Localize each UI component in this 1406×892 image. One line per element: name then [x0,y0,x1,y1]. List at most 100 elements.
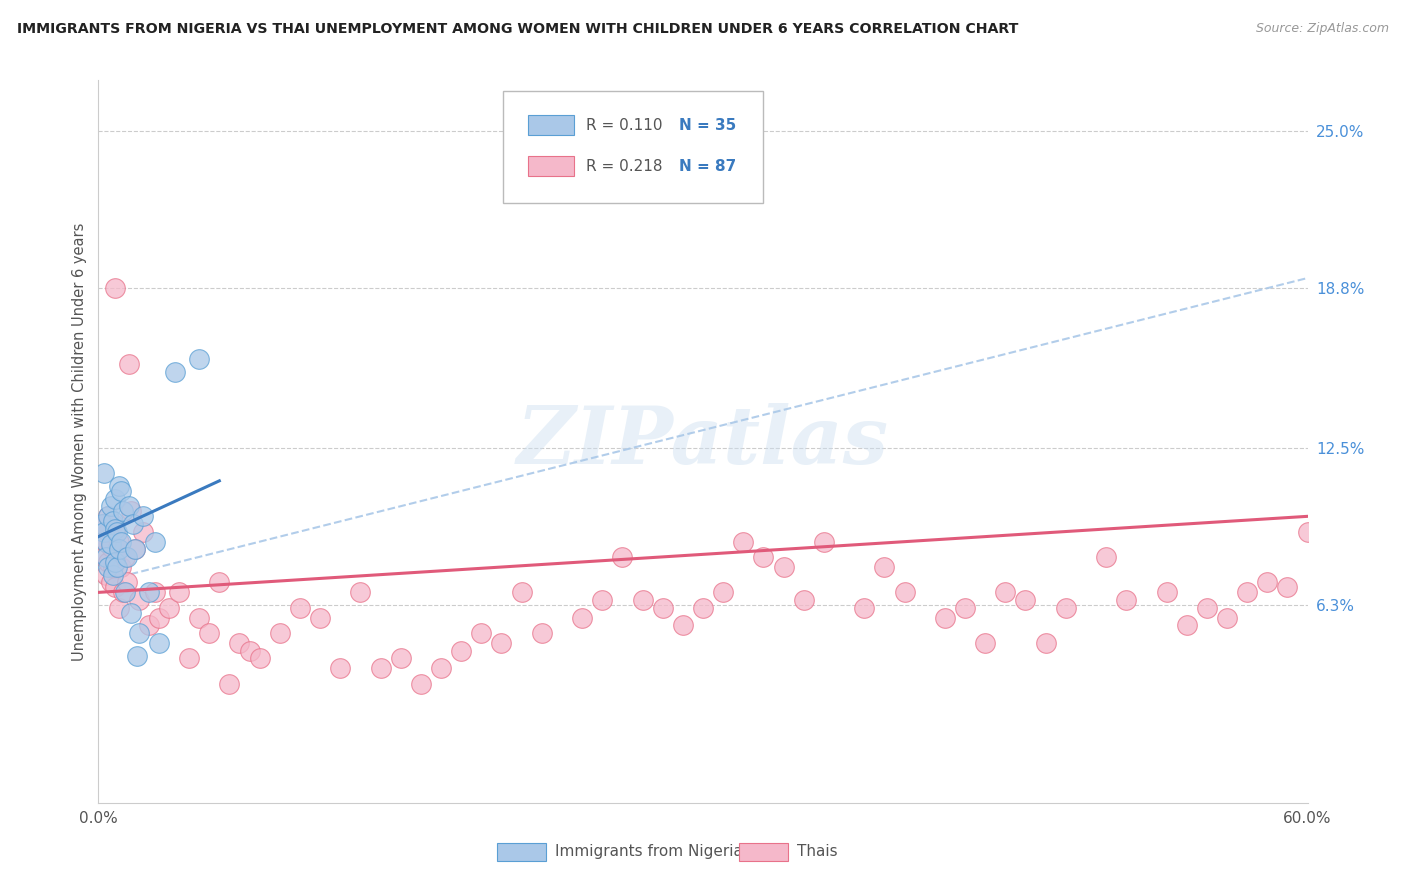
Point [450,643,472,657]
Point [97,509,120,524]
Point [1277,580,1299,594]
Text: R = 0.218: R = 0.218 [586,159,662,174]
Point [101,567,124,582]
Point [1195,600,1218,615]
Point [711,585,734,599]
Point [103,281,125,295]
Point [953,600,976,615]
Point [651,600,673,615]
Point [97,524,120,539]
Point [114,585,136,599]
Point [118,357,141,371]
Point [100,575,122,590]
Point [107,534,129,549]
Point [1236,585,1258,599]
Point [1296,524,1319,539]
Point [114,549,136,564]
Point [128,626,150,640]
Point [430,661,453,675]
Point [752,549,775,564]
Point [239,643,262,657]
Point [96,534,118,549]
Point [198,626,221,640]
Point [103,524,125,539]
Point [974,636,997,650]
Point [101,515,124,529]
Point [873,560,896,574]
Point [1095,549,1118,564]
Point [97,560,120,574]
Point [1175,618,1198,632]
Point [128,593,150,607]
Point [188,352,211,367]
Point [793,593,815,607]
Y-axis label: Unemployment Among Women with Children Under 6 years: Unemployment Among Women with Children U… [72,222,87,661]
Point [288,600,311,615]
Point [100,540,122,554]
Point [111,585,134,599]
Point [118,499,141,513]
Point [163,365,186,379]
Point [672,618,695,632]
Text: R = 0.110: R = 0.110 [586,118,662,133]
Point [103,555,125,569]
Point [96,534,118,549]
Point [491,636,513,650]
Point [218,676,240,690]
Point [143,534,166,549]
Point [103,580,125,594]
Point [370,661,392,675]
Point [107,479,129,493]
Point [124,542,146,557]
Point [1216,611,1239,625]
Point [813,534,835,549]
Point [93,549,115,564]
Point [179,651,201,665]
Point [115,549,138,564]
Text: IMMIGRANTS FROM NIGERIA VS THAI UNEMPLOYMENT AMONG WOMEN WITH CHILDREN UNDER 6 Y: IMMIGRANTS FROM NIGERIA VS THAI UNEMPLOY… [17,22,1018,37]
Point [107,600,129,615]
Point [612,549,634,564]
Point [631,593,654,607]
Point [772,560,794,574]
Text: N = 35: N = 35 [679,118,737,133]
Point [105,542,128,557]
Point [132,524,155,539]
Point [101,516,124,531]
Point [389,651,412,665]
Point [100,537,122,551]
Point [1035,636,1057,650]
Point [97,555,120,569]
Point [110,560,132,574]
Point [111,504,134,518]
Point [409,676,432,690]
Point [138,618,160,632]
Point [692,600,714,615]
Point [110,483,132,498]
Point [249,651,271,665]
Point [105,524,128,539]
Point [157,600,180,615]
Point [97,509,120,524]
Point [530,626,553,640]
Point [103,522,125,536]
Point [105,560,128,574]
Point [470,626,492,640]
Point [125,648,148,663]
Point [329,661,352,675]
Text: N = 87: N = 87 [679,159,737,174]
Point [96,549,118,564]
Point [349,585,371,599]
Point [115,575,138,590]
Point [100,499,122,513]
Point [269,626,291,640]
Point [1115,593,1137,607]
Point [167,585,190,599]
Point [121,516,143,531]
Point [101,560,124,574]
Point [591,593,613,607]
Point [1256,575,1278,590]
Point [124,542,146,557]
Point [120,504,142,518]
Point [138,585,160,599]
